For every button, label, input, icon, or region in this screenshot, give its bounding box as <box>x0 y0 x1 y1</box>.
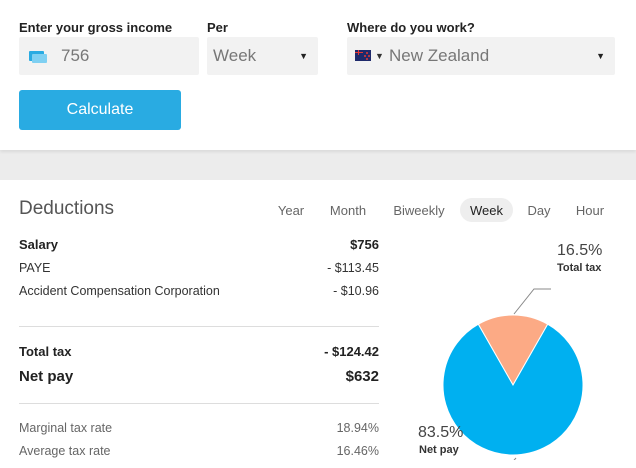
total-tax-label: Total tax <box>19 344 72 359</box>
calculator-form: Enter your gross income 756 Per Week ▼ W… <box>0 0 636 150</box>
net-pay-label: Net pay <box>19 368 74 385</box>
net-slice-label: Net pay <box>419 444 459 456</box>
pie-slice-total-tax <box>477 314 549 387</box>
flag-caret-icon: ▼ <box>375 51 384 61</box>
total-tax-row: Total tax - $124.42 <box>19 344 379 359</box>
deduction-value: - $10.96 <box>333 284 379 298</box>
nz-flag-icon <box>355 50 371 61</box>
deduction-label: Accident Compensation Corporation <box>19 284 220 298</box>
deduction-row: PAYE - $113.45 <box>19 261 379 275</box>
income-value: 756 <box>61 46 90 65</box>
net-percent-label: 83.5% <box>418 424 464 441</box>
divider <box>19 403 379 404</box>
tax-percent-label: 16.5% <box>557 242 603 259</box>
per-value: Week <box>213 46 257 65</box>
chevron-down-icon: ▼ <box>299 51 308 61</box>
period-year[interactable]: Year <box>277 202 305 218</box>
money-icon <box>29 51 47 63</box>
deductions-card: Deductions Year Month Biweekly Week Day … <box>0 180 636 468</box>
income-input[interactable]: 756 <box>19 37 199 75</box>
tax-slice-label: Total tax <box>557 262 602 274</box>
marginal-rate-label: Marginal tax rate <box>19 421 113 435</box>
net-pay-row: Net pay $632 <box>19 368 379 385</box>
average-rate-value: 16.46% <box>336 444 379 458</box>
pie-slice-net-pay <box>442 323 584 456</box>
chevron-down-icon: ▼ <box>596 51 605 61</box>
deductions-title: Deductions <box>19 198 115 219</box>
deduction-row: Accident Compensation Corporation - $10.… <box>19 284 379 298</box>
per-select[interactable]: Week ▼ <box>207 37 318 75</box>
calculate-button[interactable]: Calculate <box>19 90 181 130</box>
marginal-rate-row: Marginal tax rate 18.94% <box>19 421 379 435</box>
average-rate-label: Average tax rate <box>19 444 111 458</box>
divider <box>19 326 379 327</box>
where-label: Where do you work? <box>347 20 475 35</box>
period-month[interactable]: Month <box>329 202 367 218</box>
net-pay-value: $632 <box>345 368 379 385</box>
total-tax-value: - $124.42 <box>324 344 379 359</box>
period-hour[interactable]: Hour <box>575 202 605 218</box>
tax-pie-chart <box>442 288 584 460</box>
leader-line-net <box>513 457 517 460</box>
period-biweekly[interactable]: Biweekly <box>393 202 445 218</box>
period-week[interactable]: Week <box>460 198 513 222</box>
marginal-rate-value: 18.94% <box>336 421 379 435</box>
income-label: Enter your gross income <box>19 20 173 35</box>
salary-label: Salary <box>19 237 59 252</box>
country-select[interactable]: ▼ New Zealand ▼ <box>347 37 615 75</box>
salary-value: $756 <box>350 237 379 252</box>
per-label: Per <box>207 20 228 35</box>
deduction-value: - $113.45 <box>327 261 379 275</box>
country-value: New Zealand <box>389 46 490 65</box>
leader-line-tax <box>513 288 551 315</box>
period-day[interactable]: Day <box>527 202 551 218</box>
deduction-label: PAYE <box>19 261 51 275</box>
salary-row: Salary $756 <box>19 237 379 252</box>
average-rate-row: Average tax rate 16.46% <box>19 444 379 458</box>
